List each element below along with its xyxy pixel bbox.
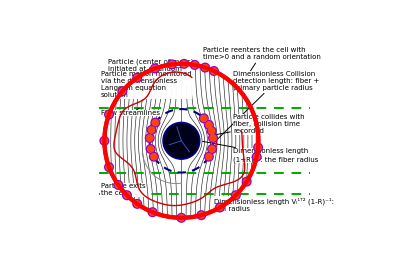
Circle shape [204, 152, 214, 162]
Circle shape [146, 125, 156, 135]
Circle shape [190, 60, 200, 70]
Circle shape [231, 190, 241, 200]
Circle shape [208, 133, 218, 143]
Circle shape [146, 134, 153, 142]
Circle shape [200, 115, 207, 122]
Circle shape [99, 136, 109, 146]
Circle shape [146, 144, 156, 154]
Circle shape [210, 68, 217, 75]
Circle shape [101, 137, 108, 144]
Text: Dimensionless length Vₗ¹ᵀ² (1-R)⁻¹:
cell radius: Dimensionless length Vₗ¹ᵀ² (1-R)⁻¹: cell… [214, 197, 334, 211]
Circle shape [198, 212, 205, 219]
Circle shape [196, 210, 206, 220]
Circle shape [148, 126, 155, 133]
Circle shape [176, 213, 186, 223]
Circle shape [119, 88, 126, 95]
Circle shape [202, 64, 209, 71]
Text: Flow streamlines: Flow streamlines [101, 108, 160, 116]
Circle shape [209, 134, 217, 142]
Circle shape [178, 214, 185, 221]
Text: Particle collides with
fiber, collision time
recorded: Particle collides with fiber, collision … [215, 114, 305, 135]
Circle shape [134, 74, 141, 81]
Circle shape [204, 120, 214, 130]
Circle shape [104, 162, 114, 172]
Circle shape [149, 152, 159, 162]
Circle shape [200, 62, 210, 73]
Circle shape [207, 144, 217, 154]
Circle shape [179, 59, 189, 69]
Circle shape [152, 65, 158, 72]
Circle shape [150, 117, 160, 128]
Circle shape [149, 209, 156, 216]
Circle shape [205, 153, 212, 160]
Circle shape [216, 204, 223, 211]
Circle shape [208, 128, 215, 134]
Circle shape [104, 109, 114, 120]
Circle shape [113, 180, 123, 190]
Circle shape [255, 144, 262, 151]
Circle shape [117, 86, 127, 96]
Circle shape [243, 178, 250, 185]
Circle shape [199, 113, 209, 123]
Circle shape [134, 200, 141, 207]
Circle shape [106, 164, 113, 170]
Circle shape [215, 202, 225, 213]
Circle shape [232, 192, 239, 199]
Circle shape [147, 145, 154, 152]
Circle shape [152, 119, 159, 126]
Text: Particle exits
the cell: Particle exits the cell [101, 183, 145, 196]
Circle shape [132, 199, 142, 209]
Circle shape [253, 153, 260, 160]
Circle shape [253, 142, 263, 153]
Circle shape [168, 61, 176, 68]
Circle shape [150, 64, 160, 73]
Circle shape [252, 152, 262, 162]
Circle shape [163, 123, 200, 159]
Circle shape [191, 62, 198, 68]
Circle shape [207, 126, 217, 136]
Circle shape [123, 192, 130, 199]
Circle shape [242, 177, 252, 187]
Circle shape [150, 153, 157, 160]
Text: Particle (center of mass)
initiated at a random
location on the cell
boundary at: Particle (center of mass) initiated at a… [108, 58, 195, 86]
Circle shape [145, 133, 155, 143]
Circle shape [167, 59, 177, 69]
Circle shape [106, 111, 113, 118]
Circle shape [122, 190, 132, 200]
Circle shape [148, 207, 158, 217]
Text: Dimensionless Collision
detection length: fiber +
primary particle radius: Dimensionless Collision detection length… [215, 71, 320, 142]
Text: Particle motion monitored
via the dimensionless
Langevin equation
solution: Particle motion monitored via the dimens… [101, 72, 191, 98]
Text: Dimensionless length
(1+R)⁻¹: the fiber radius: Dimensionless length (1+R)⁻¹: the fiber … [202, 141, 319, 163]
Circle shape [115, 182, 122, 188]
Circle shape [181, 60, 188, 67]
Circle shape [132, 73, 142, 83]
Text: Particle reenters the cell with
time>0 and a random orientation: Particle reenters the cell with time>0 a… [203, 47, 320, 87]
Circle shape [209, 66, 219, 76]
Circle shape [205, 122, 212, 128]
Circle shape [209, 145, 215, 152]
